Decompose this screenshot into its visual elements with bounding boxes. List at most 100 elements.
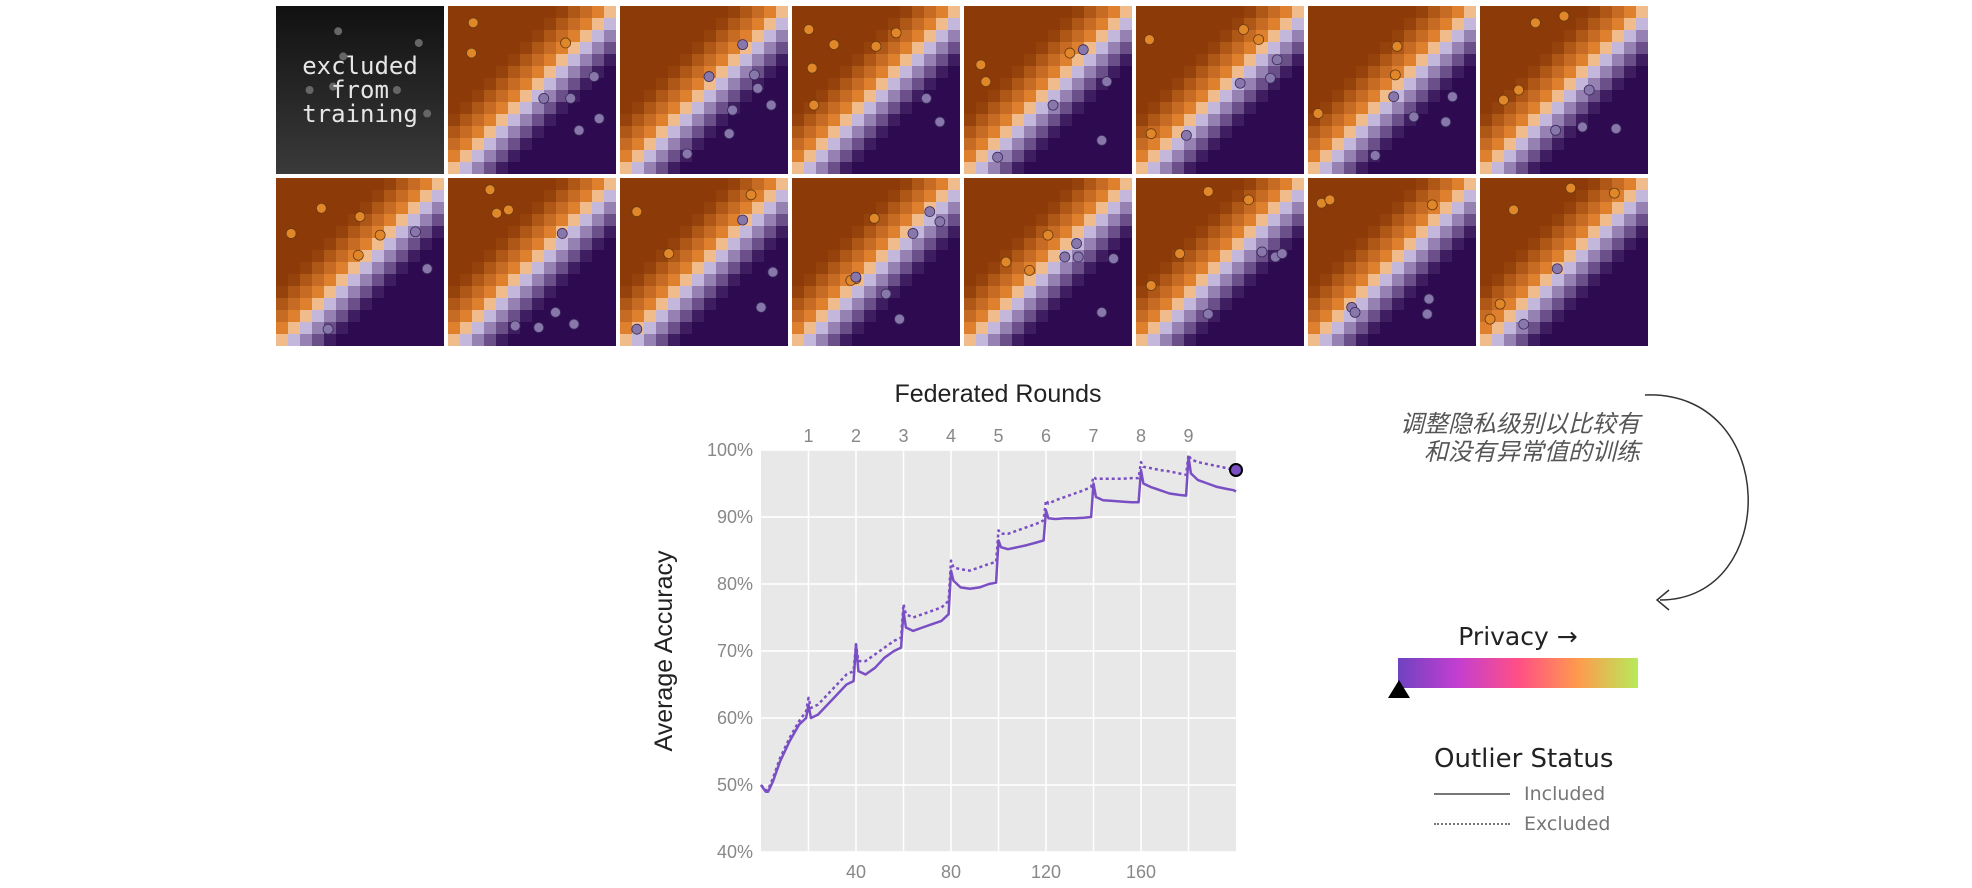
orange-data-point (745, 189, 757, 201)
client-panel[interactable] (276, 178, 444, 346)
purple-data-point (1408, 111, 1420, 123)
client-panel[interactable] (1480, 6, 1648, 174)
top-axis-label: Federated Rounds (894, 380, 1101, 408)
orange-data-point (1391, 40, 1403, 52)
orange-data-point (1202, 186, 1214, 197)
orange-data-point (870, 40, 882, 52)
orange-data-point (354, 211, 366, 223)
y-tick-label: 50% (717, 775, 753, 795)
client-panel[interactable] (448, 178, 616, 346)
legend-item-excluded[interactable]: Excluded (1434, 813, 1611, 835)
purple-data-point (681, 148, 693, 160)
legend-label-included: Included (1524, 783, 1606, 805)
x-tick-label: 160 (1126, 862, 1156, 880)
faded-data-point (334, 27, 343, 36)
annotation-arrowhead (1655, 589, 1670, 611)
privacy-slider-label: Privacy → (1458, 622, 1578, 651)
round-tick-label: 6 (1041, 426, 1051, 446)
orange-data-point (1312, 108, 1324, 119)
client-panel[interactable] (792, 6, 960, 174)
client-panel-excluded[interactable]: excluded from training (276, 6, 444, 174)
orange-data-point (560, 37, 571, 49)
faded-data-point (339, 52, 348, 61)
purple-data-point (1369, 150, 1381, 161)
y-tick-label: 90% (717, 507, 753, 527)
orange-data-point (1558, 10, 1570, 22)
orange-data-point (808, 99, 820, 111)
purple-data-point (1349, 306, 1361, 318)
panel-canvas (1136, 178, 1304, 346)
client-panel[interactable] (1136, 6, 1304, 174)
privacy-slider-track[interactable] (1398, 658, 1638, 688)
purple-data-point (573, 124, 585, 136)
panel-canvas (1308, 6, 1476, 174)
orange-data-point (1494, 298, 1506, 310)
panel-canvas (620, 6, 788, 174)
client-panel[interactable] (964, 6, 1132, 174)
privacy-slider-handle[interactable] (1388, 680, 1410, 698)
purple-data-point (767, 266, 779, 278)
client-panel[interactable] (792, 178, 960, 346)
panel-canvas (1480, 6, 1648, 174)
current-point-marker[interactable] (1229, 463, 1243, 477)
purple-data-point (1583, 84, 1595, 96)
panel-canvas (276, 178, 444, 346)
purple-data-point (1096, 306, 1108, 318)
orange-data-point (890, 27, 902, 39)
purple-data-point (1256, 246, 1268, 258)
faded-data-point (414, 38, 423, 47)
purple-data-point (920, 93, 932, 104)
orange-data-point (1513, 84, 1525, 96)
orange-data-point (1565, 182, 1577, 194)
orange-data-point (1145, 280, 1157, 291)
purple-data-point (1108, 253, 1119, 265)
orange-data-point (1064, 47, 1076, 59)
client-panel[interactable] (1308, 178, 1476, 346)
faded-data-point (329, 82, 338, 91)
legend-solid-line (1434, 793, 1510, 795)
purple-data-point (1388, 91, 1400, 103)
purple-data-point (1610, 123, 1622, 135)
legend-item-included[interactable]: Included (1434, 783, 1605, 805)
purple-data-point (1077, 44, 1089, 56)
orange-data-point (467, 17, 479, 29)
client-panel[interactable] (620, 178, 788, 346)
purple-data-point (533, 322, 545, 333)
purple-data-point (588, 71, 600, 82)
purple-data-point (1264, 72, 1276, 84)
purple-data-point (748, 69, 760, 81)
y-tick-label: 60% (717, 708, 753, 728)
client-panel[interactable] (964, 178, 1132, 346)
round-tick-label: 2 (851, 426, 861, 446)
purple-data-point (765, 99, 777, 111)
panel-canvas (448, 6, 616, 174)
legend-dotted-line (1434, 823, 1510, 825)
client-panel[interactable] (1136, 178, 1304, 346)
purple-data-point (1202, 308, 1214, 320)
client-panel[interactable] (620, 6, 788, 174)
client-panel[interactable] (1308, 6, 1476, 174)
purple-data-point (907, 228, 919, 239)
purple-data-point (737, 39, 749, 51)
orange-data-point (1238, 24, 1249, 35)
orange-data-point (663, 248, 675, 259)
orange-data-point (1484, 313, 1496, 325)
orange-data-point (1498, 94, 1509, 106)
panel-canvas (1136, 6, 1304, 174)
orange-data-point (1324, 194, 1336, 206)
purple-data-point (1447, 91, 1458, 103)
orange-data-point (1145, 128, 1157, 140)
orange-data-point (1508, 204, 1519, 216)
purple-data-point (992, 151, 1003, 163)
purple-data-point (1550, 124, 1561, 136)
client-panel[interactable] (448, 6, 616, 174)
orange-data-point (484, 184, 496, 196)
purple-data-point (894, 313, 905, 325)
purple-data-point (752, 82, 764, 94)
purple-data-point (568, 318, 580, 330)
faded-data-point (305, 86, 314, 94)
client-panel[interactable] (1480, 178, 1648, 346)
purple-data-point (850, 271, 862, 283)
round-tick-labels: 1 2 3 4 5 6 7 8 9 (803, 426, 1193, 446)
purple-data-point (727, 104, 738, 116)
